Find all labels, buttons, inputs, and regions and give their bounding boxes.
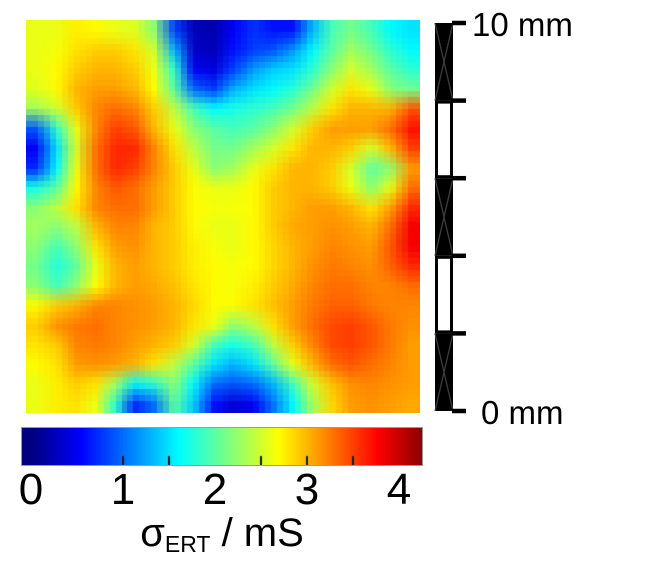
colorbar-tick-labels: 0 1 2 3 4 (18, 465, 422, 514)
scale-bar-hatch-line (434, 178, 454, 256)
sigma-subscript: ERT (164, 531, 211, 558)
colorbar-tick-label: 2 (202, 465, 228, 514)
colorbar (22, 428, 422, 465)
scale-bar-segment (435, 255, 453, 334)
scale-bar (434, 20, 466, 414)
scale-bar-segment (435, 100, 453, 179)
scale-bar-hatch-line (434, 22, 454, 101)
colorbar-tick-label: 1 (110, 465, 136, 514)
scale-bar-bottom-label: 0 mm (481, 394, 564, 431)
sigma-symbol: σ (140, 511, 165, 555)
scale-bar-hatch-line (434, 333, 454, 412)
unit-suffix: / mS (210, 511, 304, 555)
colorbar-axis-label: σERT / mS (22, 511, 422, 558)
colorbar-tick-label: 3 (294, 465, 320, 514)
conductivity-heatmap (26, 20, 420, 413)
colorbar-tick-label: 4 (386, 465, 412, 514)
colorbar-tick-label: 0 (18, 465, 44, 514)
scale-bar-top-label: 10 mm (472, 6, 573, 43)
